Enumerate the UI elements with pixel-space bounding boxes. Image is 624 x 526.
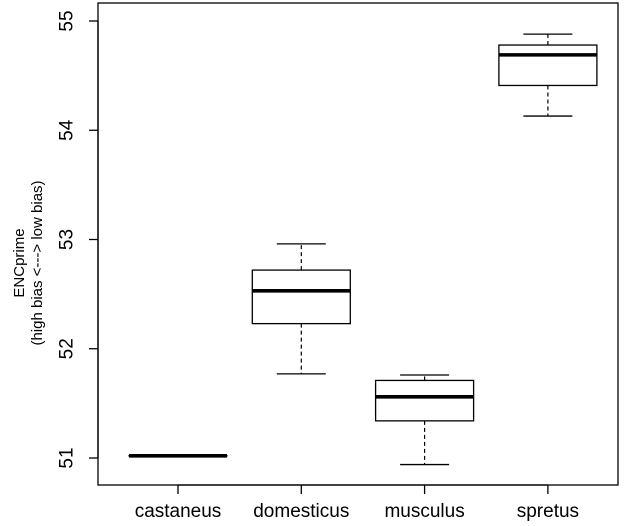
y-tick-label: 52 <box>57 338 78 359</box>
iqr-box <box>251 269 351 325</box>
x-tick-label: musculus <box>384 501 464 522</box>
x-axis: castaneus domesticus musculus spretus <box>135 484 579 522</box>
x-tick-label: castaneus <box>135 501 222 522</box>
iqr-box <box>374 379 475 422</box>
y-axis-title-line-2: (high bias <---> low bias) <box>29 180 46 345</box>
y-axis-title-line-1: ENCprime <box>11 228 28 297</box>
y-axis: 51 52 53 54 55 <box>57 10 99 469</box>
y-tick-label: 55 <box>57 10 78 31</box>
y-tick-label: 54 <box>57 119 78 141</box>
y-tick-label: 53 <box>57 229 78 250</box>
y-axis-title: ENCprime (high bias <---> low bias) <box>11 180 46 345</box>
x-tick-label: domesticus <box>253 501 349 522</box>
box-musculus <box>374 374 475 466</box>
x-tick-label: spretus <box>517 501 579 522</box>
box-spretus <box>498 33 598 117</box>
y-tick-label: 51 <box>57 447 78 468</box>
box-domesticus <box>251 243 351 375</box>
iqr-box <box>498 44 598 87</box>
boxes <box>128 33 598 466</box>
